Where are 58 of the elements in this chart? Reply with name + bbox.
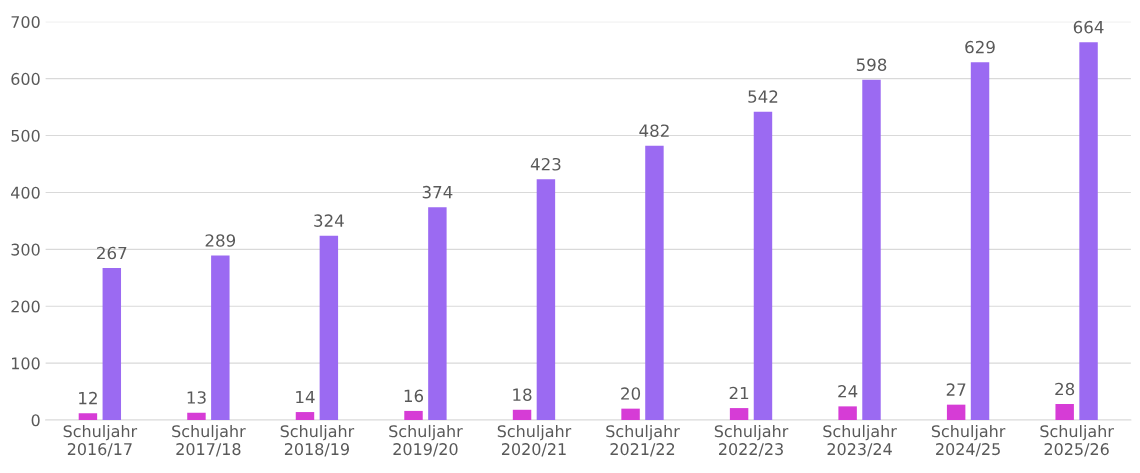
bar bbox=[946, 404, 966, 421]
y-tick-label: 200 bbox=[11, 300, 40, 313]
data-label: 289 bbox=[205, 234, 236, 247]
bar bbox=[404, 410, 423, 421]
bar bbox=[536, 179, 556, 421]
x-tick-label: Schuljahr 2021/22 bbox=[606, 424, 680, 457]
x-tick-label: Schuljahr 2017/18 bbox=[172, 424, 246, 457]
bar bbox=[838, 406, 857, 421]
data-label: 542 bbox=[748, 90, 778, 103]
data-label: 629 bbox=[965, 40, 995, 54]
bar bbox=[729, 408, 749, 421]
data-label: 16 bbox=[404, 389, 424, 403]
y-tick-label: 600 bbox=[11, 72, 40, 85]
y-tick-label: 700 bbox=[11, 15, 40, 29]
bar bbox=[319, 235, 339, 421]
x-tick-label: Schuljahr 2020/21 bbox=[497, 424, 572, 457]
y-tick-label: 400 bbox=[11, 186, 40, 199]
bar bbox=[211, 255, 230, 421]
bar bbox=[78, 413, 98, 421]
y-tick-label: 0 bbox=[31, 414, 40, 427]
data-label: 482 bbox=[639, 124, 669, 137]
x-tick-label: Schuljahr 2018/19 bbox=[280, 424, 355, 457]
y-tick-label: 300 bbox=[11, 243, 40, 256]
data-label: 20 bbox=[621, 387, 641, 400]
data-label: 598 bbox=[856, 58, 887, 72]
data-label: 18 bbox=[513, 388, 532, 401]
x-tick-label: Schuljahr 2016/17 bbox=[63, 424, 138, 457]
bar bbox=[621, 408, 640, 421]
bar bbox=[512, 409, 532, 421]
bar bbox=[753, 111, 773, 421]
bar bbox=[1079, 42, 1098, 421]
data-label: 664 bbox=[1073, 20, 1104, 34]
data-label: 21 bbox=[729, 386, 749, 400]
bar bbox=[970, 62, 990, 421]
data-label: 14 bbox=[296, 390, 315, 404]
data-label: 28 bbox=[1055, 382, 1075, 396]
data-label: 267 bbox=[97, 246, 127, 260]
data-label: 13 bbox=[187, 391, 206, 404]
x-tick-label: Schuljahr 2022/23 bbox=[714, 424, 789, 457]
y-tick-label: 100 bbox=[12, 357, 40, 370]
data-label: 24 bbox=[838, 384, 858, 398]
x-tick-label: Schuljahr 2019/20 bbox=[389, 424, 463, 457]
bar bbox=[645, 145, 664, 421]
data-label: 324 bbox=[314, 214, 344, 227]
bar bbox=[1055, 404, 1074, 421]
bar bbox=[102, 268, 122, 421]
bar bbox=[187, 412, 206, 421]
data-label: 27 bbox=[946, 383, 966, 396]
data-label: 374 bbox=[422, 185, 453, 199]
data-label: 423 bbox=[530, 157, 561, 171]
data-label: 12 bbox=[79, 391, 97, 405]
bar bbox=[428, 207, 447, 421]
y-tick-label: 500 bbox=[11, 129, 40, 142]
bar bbox=[862, 79, 881, 421]
x-tick-label: Schuljahr 2024/25 bbox=[931, 424, 1006, 457]
x-tick-label: Schuljahr 2023/24 bbox=[823, 424, 897, 457]
x-tick-label: Schuljahr 2025/26 bbox=[1040, 424, 1114, 457]
bar bbox=[295, 412, 315, 421]
